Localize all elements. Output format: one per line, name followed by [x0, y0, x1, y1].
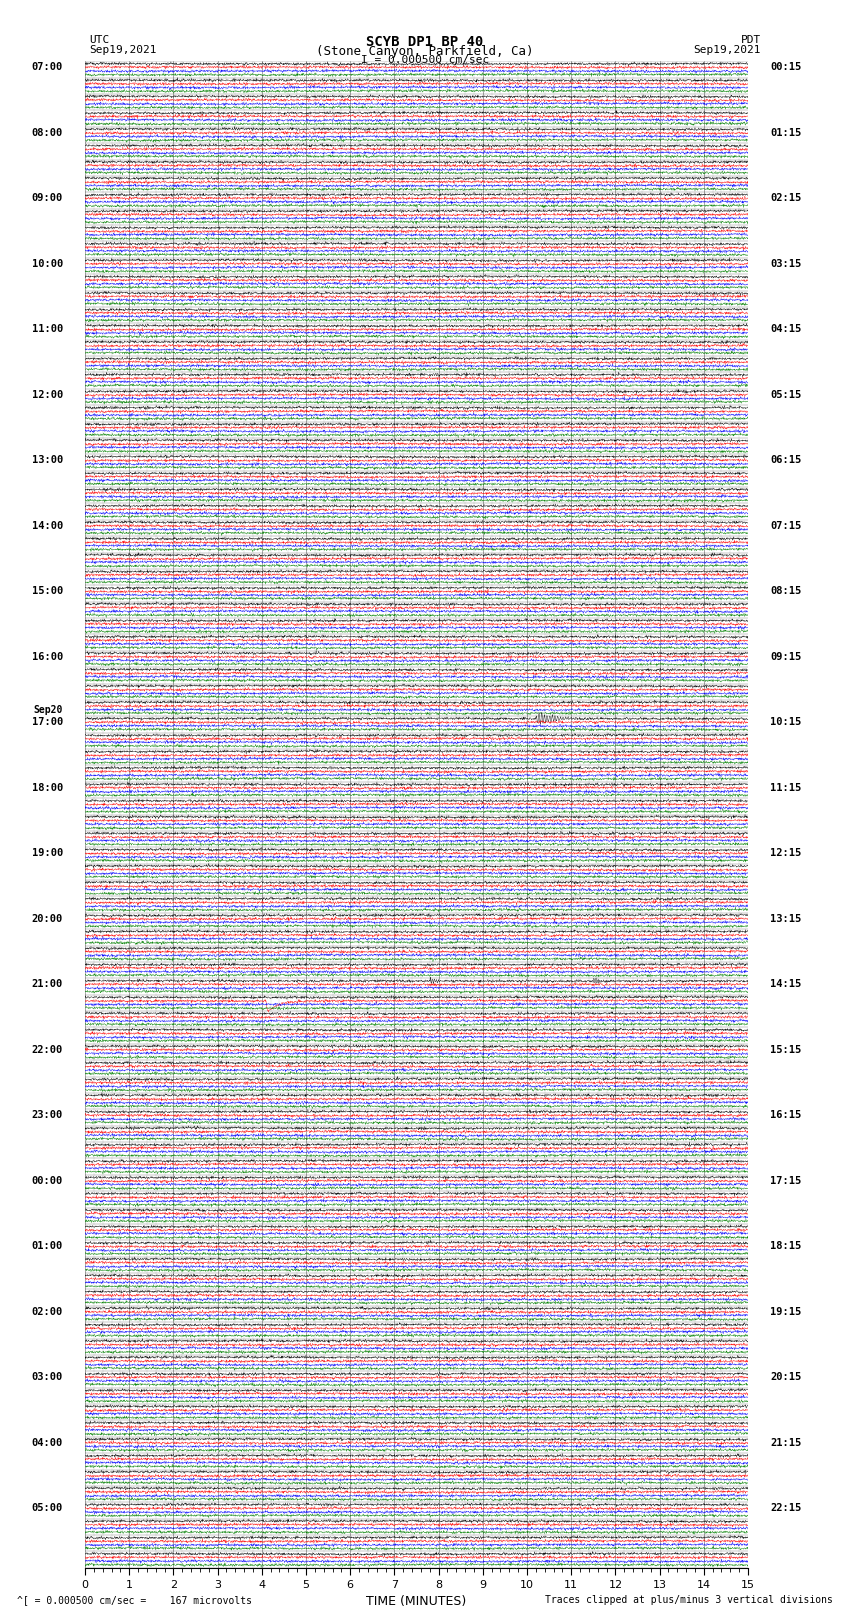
Text: 04:15: 04:15	[770, 324, 802, 334]
Text: 18:15: 18:15	[770, 1240, 802, 1252]
Text: ^[ = 0.000500 cm/sec =    167 microvolts: ^[ = 0.000500 cm/sec = 167 microvolts	[17, 1595, 252, 1605]
Text: 02:00: 02:00	[31, 1307, 63, 1316]
Text: Sep19,2021: Sep19,2021	[694, 45, 761, 55]
Text: (Stone Canyon, Parkfield, Ca): (Stone Canyon, Parkfield, Ca)	[316, 45, 534, 58]
Text: 16:15: 16:15	[770, 1110, 802, 1119]
Text: Traces clipped at plus/minus 3 vertical divisions: Traces clipped at plus/minus 3 vertical …	[545, 1595, 833, 1605]
Text: 20:00: 20:00	[31, 913, 63, 924]
Text: 21:00: 21:00	[31, 979, 63, 989]
Text: 19:00: 19:00	[31, 848, 63, 858]
Text: 08:15: 08:15	[770, 586, 802, 597]
Text: 01:00: 01:00	[31, 1240, 63, 1252]
Text: 01:15: 01:15	[770, 127, 802, 137]
Text: Sep19,2021: Sep19,2021	[89, 45, 156, 55]
Text: Sep20: Sep20	[33, 705, 63, 715]
Text: 11:15: 11:15	[770, 782, 802, 792]
Text: 21:15: 21:15	[770, 1437, 802, 1447]
Text: 00:00: 00:00	[31, 1176, 63, 1186]
Text: 00:15: 00:15	[770, 63, 802, 73]
Text: 10:00: 10:00	[31, 258, 63, 269]
Text: 05:00: 05:00	[31, 1503, 63, 1513]
Text: 03:00: 03:00	[31, 1373, 63, 1382]
Text: 02:15: 02:15	[770, 194, 802, 203]
Text: 07:00: 07:00	[31, 63, 63, 73]
Text: 17:15: 17:15	[770, 1176, 802, 1186]
Text: 13:00: 13:00	[31, 455, 63, 465]
Text: 10:15: 10:15	[770, 718, 802, 727]
Text: 09:00: 09:00	[31, 194, 63, 203]
Text: 15:15: 15:15	[770, 1045, 802, 1055]
Text: 15:00: 15:00	[31, 586, 63, 597]
Text: SCYB DP1 BP 40: SCYB DP1 BP 40	[366, 35, 484, 50]
Text: UTC: UTC	[89, 35, 110, 45]
Text: I = 0.000500 cm/sec: I = 0.000500 cm/sec	[361, 55, 489, 65]
Text: 07:15: 07:15	[770, 521, 802, 531]
Text: 06:15: 06:15	[770, 455, 802, 465]
Text: PDT: PDT	[740, 35, 761, 45]
Text: 08:00: 08:00	[31, 127, 63, 137]
Text: 04:00: 04:00	[31, 1437, 63, 1447]
Text: 11:00: 11:00	[31, 324, 63, 334]
Text: 22:00: 22:00	[31, 1045, 63, 1055]
Text: 18:00: 18:00	[31, 782, 63, 792]
Text: 09:15: 09:15	[770, 652, 802, 661]
Text: 19:15: 19:15	[770, 1307, 802, 1316]
X-axis label: TIME (MINUTES): TIME (MINUTES)	[366, 1595, 467, 1608]
Text: 17:00: 17:00	[31, 718, 63, 727]
Text: 14:00: 14:00	[31, 521, 63, 531]
Text: 05:15: 05:15	[770, 390, 802, 400]
Text: 03:15: 03:15	[770, 258, 802, 269]
Text: 12:15: 12:15	[770, 848, 802, 858]
Text: 22:15: 22:15	[770, 1503, 802, 1513]
Text: 16:00: 16:00	[31, 652, 63, 661]
Text: 20:15: 20:15	[770, 1373, 802, 1382]
Text: 14:15: 14:15	[770, 979, 802, 989]
Text: 12:00: 12:00	[31, 390, 63, 400]
Text: 13:15: 13:15	[770, 913, 802, 924]
Text: 23:00: 23:00	[31, 1110, 63, 1119]
